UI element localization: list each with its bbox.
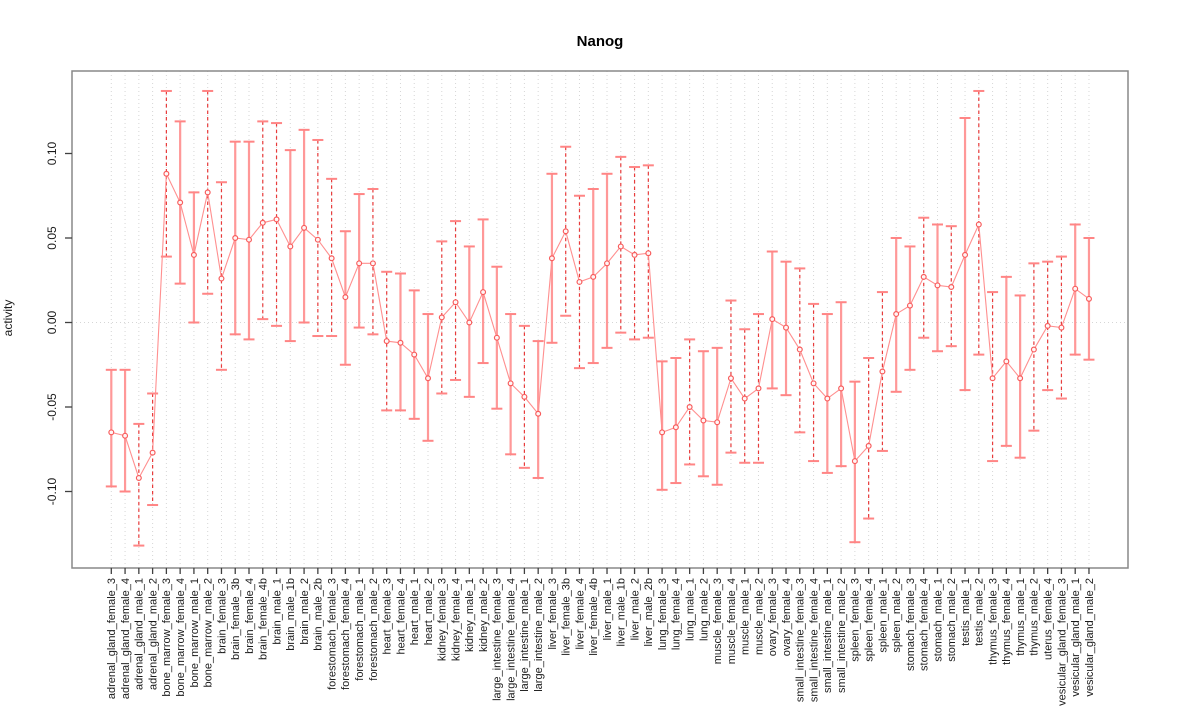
svg-text:forestomach_female_3: forestomach_female_3: [326, 578, 338, 690]
svg-text:kidney_female_3: kidney_female_3: [437, 578, 449, 661]
svg-text:forestomach_male_2: forestomach_male_2: [368, 578, 380, 681]
svg-text:uterus_female_4: uterus_female_4: [1043, 578, 1055, 660]
svg-text:brain_female_4b: brain_female_4b: [258, 578, 270, 660]
svg-text:stomach_male_2: stomach_male_2: [946, 578, 958, 662]
svg-text:large_intestine_male_2: large_intestine_male_2: [533, 578, 545, 692]
svg-text:thymus_female_3: thymus_female_3: [987, 578, 999, 665]
svg-text:stomach_male_1: stomach_male_1: [932, 578, 944, 662]
data-points: [108, 170, 1092, 481]
svg-text:large_intestine_female_3: large_intestine_female_3: [492, 578, 504, 701]
svg-text:liver_female_3: liver_female_3: [547, 578, 559, 650]
svg-text:heart_female_4: heart_female_4: [395, 578, 407, 654]
svg-text:forestomach_male_1: forestomach_male_1: [354, 578, 366, 681]
svg-text:small_intestine_male_2: small_intestine_male_2: [836, 578, 848, 693]
plot-box: [71, 70, 1129, 569]
y-axis-title: activity: [1, 299, 15, 337]
chart-title: Nanog: [576, 33, 624, 50]
svg-text:liver_male_1b: liver_male_1b: [616, 578, 628, 646]
svg-text:adrenal_gland_female_3: adrenal_gland_female_3: [106, 578, 118, 699]
svg-text:liver_male_2: liver_male_2: [629, 578, 641, 640]
svg-text:brain_male_1b: brain_male_1b: [285, 578, 297, 651]
svg-text:heart_male_2: heart_male_2: [423, 578, 435, 645]
svg-text:-0.05: -0.05: [45, 393, 59, 421]
svg-text:brain_male_2: brain_male_2: [299, 578, 311, 645]
svg-text:thymus_male_1: thymus_male_1: [1015, 578, 1027, 656]
svg-text:vesicular_gland_female_3: vesicular_gland_female_3: [1056, 578, 1068, 706]
svg-text:vesicular_gland_male_2: vesicular_gland_male_2: [1084, 578, 1096, 697]
svg-text:kidney_male_2: kidney_male_2: [478, 578, 490, 652]
svg-text:brain_female_3b: brain_female_3b: [230, 578, 242, 660]
svg-text:testis_male_2: testis_male_2: [974, 578, 986, 646]
svg-text:muscle_male_2: muscle_male_2: [753, 578, 765, 655]
svg-text:ovary_female_3: ovary_female_3: [767, 578, 779, 656]
svg-text:kidney_female_4: kidney_female_4: [450, 578, 462, 661]
svg-text:spleen_male_1: spleen_male_1: [877, 578, 889, 653]
error-bars: [105, 89, 1095, 547]
svg-text:small_intestine_male_1: small_intestine_male_1: [822, 578, 834, 693]
svg-text:lung_male_1: lung_male_1: [684, 578, 696, 641]
svg-text:adrenal_gland_male_2: adrenal_gland_male_2: [147, 578, 159, 690]
svg-text:spleen_female_3: spleen_female_3: [850, 578, 862, 662]
series-line: [111, 173, 1090, 480]
y-axis: 0.10 0.05 0.00 -0.05 -0.10: [45, 141, 72, 505]
svg-text:lung_male_2: lung_male_2: [698, 578, 710, 641]
svg-text:small_intestine_female_3: small_intestine_female_3: [795, 578, 807, 702]
svg-text:large_intestine_female_4: large_intestine_female_4: [505, 578, 517, 701]
svg-text:spleen_female_4: spleen_female_4: [864, 578, 876, 662]
svg-text:bone_marrow_male_2: bone_marrow_male_2: [203, 578, 215, 687]
svg-text:0.10: 0.10: [45, 141, 59, 165]
svg-text:forestomach_female_4: forestomach_female_4: [340, 578, 352, 690]
svg-text:liver_male_2b: liver_male_2b: [643, 578, 655, 646]
svg-text:thymus_female_4: thymus_female_4: [1001, 578, 1013, 665]
svg-text:adrenal_gland_female_4: adrenal_gland_female_4: [120, 578, 132, 699]
svg-text:large_intestine_male_1: large_intestine_male_1: [519, 578, 531, 692]
svg-text:bone_marrow_female_4: bone_marrow_female_4: [175, 578, 187, 697]
svg-text:brain_male_1: brain_male_1: [271, 578, 283, 645]
svg-text:liver_female_4b: liver_female_4b: [588, 578, 600, 656]
svg-text:muscle_male_1: muscle_male_1: [740, 578, 752, 655]
svg-text:liver_male_1: liver_male_1: [602, 578, 614, 640]
svg-text:thymus_male_2: thymus_male_2: [1029, 578, 1041, 656]
svg-text:small_intestine_female_4: small_intestine_female_4: [808, 578, 820, 702]
svg-text:spleen_male_2: spleen_male_2: [891, 578, 903, 653]
svg-text:liver_female_4: liver_female_4: [574, 578, 586, 650]
svg-text:0.05: 0.05: [45, 226, 59, 250]
svg-text:adrenal_gland_male_1: adrenal_gland_male_1: [134, 578, 146, 690]
svg-text:liver_female_3b: liver_female_3b: [561, 578, 573, 656]
svg-text:muscle_female_3: muscle_female_3: [712, 578, 724, 664]
svg-text:vesicular_gland_male_1: vesicular_gland_male_1: [1070, 578, 1082, 697]
svg-text:-0.10: -0.10: [45, 478, 59, 506]
svg-text:bone_marrow_male_1: bone_marrow_male_1: [189, 578, 201, 687]
svg-text:heart_female_3: heart_female_3: [382, 578, 394, 654]
svg-text:testis_male_1: testis_male_1: [960, 578, 972, 646]
svg-text:ovary_female_4: ovary_female_4: [781, 578, 793, 656]
svg-text:bone_marrow_female_3: bone_marrow_female_3: [161, 578, 173, 697]
svg-text:lung_female_3: lung_female_3: [657, 578, 669, 650]
svg-text:kidney_male_1: kidney_male_1: [464, 578, 476, 652]
svg-text:brain_male_2b: brain_male_2b: [313, 578, 325, 651]
svg-text:0.00: 0.00: [45, 310, 59, 334]
svg-text:stomach_female_4: stomach_female_4: [919, 578, 931, 671]
svg-text:lung_female_4: lung_female_4: [671, 578, 683, 650]
svg-text:stomach_female_3: stomach_female_3: [905, 578, 917, 671]
svg-text:muscle_female_4: muscle_female_4: [726, 578, 738, 664]
x-axis: adrenal_gland_female_3 adrenal_gland_fema…: [106, 568, 1096, 706]
svg-text:brain_female_4: brain_female_4: [244, 578, 256, 654]
svg-text:brain_female_3: brain_female_3: [216, 578, 228, 654]
svg-text:heart_male_1: heart_male_1: [409, 578, 421, 645]
